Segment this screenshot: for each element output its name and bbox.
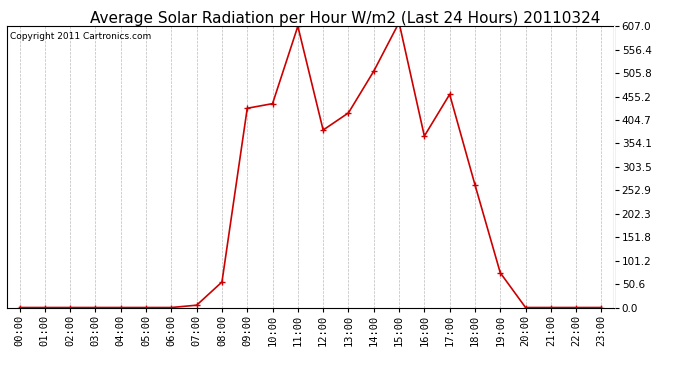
Text: Copyright 2011 Cartronics.com: Copyright 2011 Cartronics.com <box>10 32 151 41</box>
Text: Average Solar Radiation per Hour W/m2 (Last 24 Hours) 20110324: Average Solar Radiation per Hour W/m2 (L… <box>90 11 600 26</box>
